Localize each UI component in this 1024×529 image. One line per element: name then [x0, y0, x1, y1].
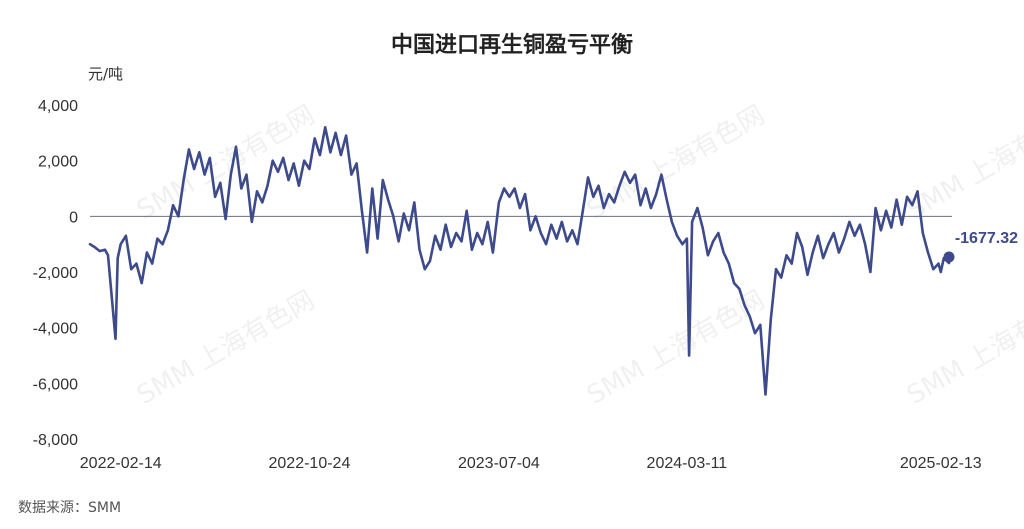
end-point-marker — [943, 251, 955, 263]
x-tick-label: 2022-02-14 — [80, 455, 162, 472]
end-value-label: -1677.32 — [955, 230, 1018, 247]
y-axis-unit: 元/吨 — [88, 65, 123, 83]
x-tick-label: 2025-02-13 — [900, 455, 982, 472]
watermark-text: SMM 上海有色网 — [132, 285, 320, 411]
x-tick-label: 2024-03-11 — [647, 455, 728, 472]
y-tick-label: 0 — [69, 209, 78, 226]
data-source-note: 数据来源：SMM — [18, 500, 121, 516]
y-tick-label: -2,000 — [33, 265, 78, 282]
y-tick-label: 4,000 — [38, 98, 78, 115]
series-line — [88, 126, 951, 396]
y-axis-ticks: -8,000 -6,000 -4,000 -2,000 0 2,000 4,000 — [33, 98, 78, 449]
chart-title: 中国进口再生铜盈亏平衡 — [391, 32, 633, 58]
y-tick-label: -4,000 — [33, 321, 78, 338]
x-tick-label: 2023-07-04 — [458, 455, 540, 472]
y-tick-label: 2,000 — [38, 154, 78, 171]
watermark-text: SMM 上海有色网 — [582, 100, 770, 226]
x-axis-ticks: 2022-02-14 2022-10-24 2023-07-04 2024-03-11… — [80, 455, 982, 472]
watermark-text: SMM 上海有色网 — [582, 285, 770, 411]
y-tick-label: -6,000 — [33, 376, 78, 393]
watermark-text: SMM 上海有色网 — [902, 285, 1024, 411]
y-tick-label: -8,000 — [33, 432, 78, 449]
x-tick-label: 2022-10-24 — [269, 455, 351, 472]
